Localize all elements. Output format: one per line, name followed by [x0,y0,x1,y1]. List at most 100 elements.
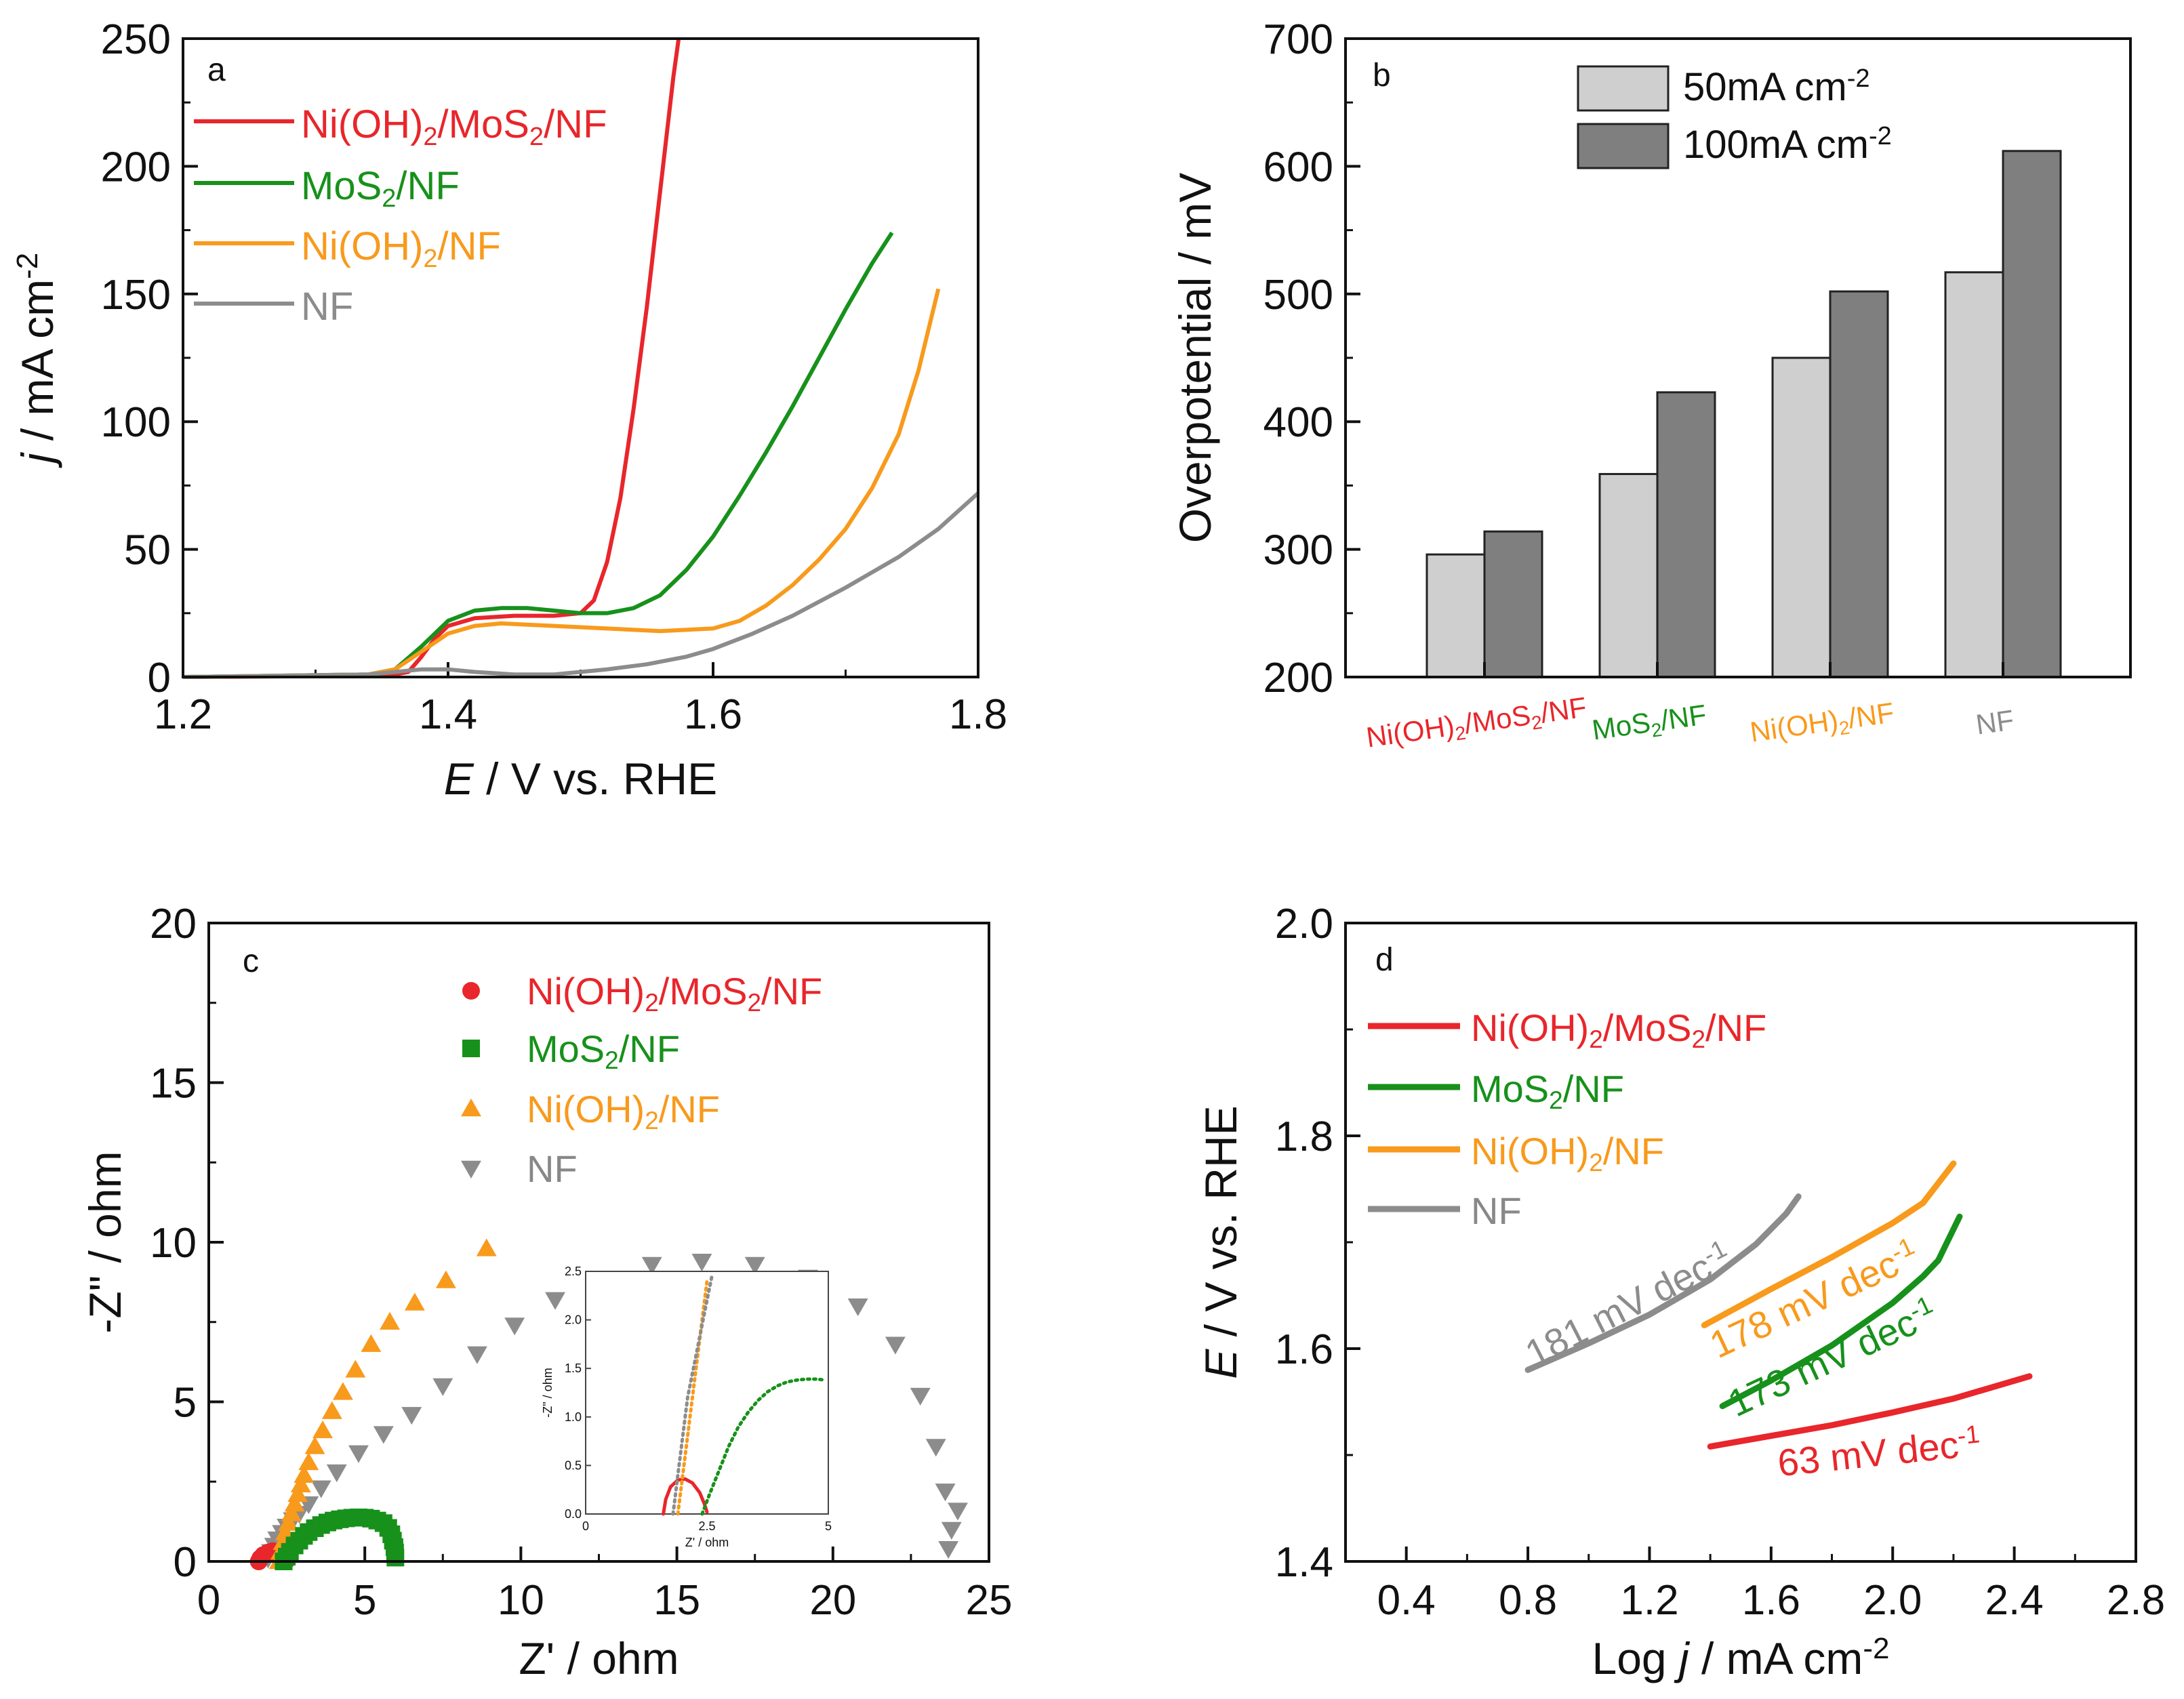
y-tick-label: 10 [150,1220,197,1267]
category-label-0: Ni(OH)2/MoS2/NF [1364,691,1590,757]
data-point-2 [304,1436,325,1454]
data-point-3 [310,1480,331,1498]
subscript: 2 [1838,717,1851,739]
y-tick-label: 50 [124,527,171,574]
data-point-3 [938,1540,959,1559]
legend-marker-0 [462,982,480,1000]
y-tick-label: 0 [174,1539,197,1586]
text-span: /NF [761,970,822,1012]
legend-marker-1 [462,1040,480,1057]
data-point-2 [476,1238,497,1256]
data-point-3 [935,1483,956,1502]
y-tick-label: 150 [101,272,171,319]
x-tick-label: 1.2 [154,691,212,738]
text-span: Ni(OH) [1748,704,1840,748]
legend-label-1: MoS2/NF [527,1027,680,1074]
data-point-2 [380,1311,400,1330]
text-span: /NF [1603,1130,1664,1172]
data-point-3 [504,1317,525,1336]
plot-frame [1344,922,2137,1563]
inset-y-tick-label: 2.5 [565,1265,582,1278]
text-span: NF [1974,703,2016,740]
data-point-2 [361,1334,382,1352]
inset-y-tick-label: 0.5 [565,1458,582,1472]
y-axis-label: Overpotential / mV [1170,173,1220,544]
data-point-1 [386,1549,405,1567]
legend-label-1: 100mA cm-2 [1683,122,1892,167]
text-span: /NF [438,224,501,268]
legend-label-1: MoS2/NF [301,164,460,213]
data-point-2 [290,1475,311,1493]
x-tick-label: 15 [653,1577,700,1624]
text-span: NF [527,1147,578,1190]
legend-swatch-1 [1577,123,1670,169]
y-tick-label: 5 [174,1380,197,1427]
x-tick-label: 0.4 [1377,1577,1436,1624]
legend-label-0: Ni(OH)2/MoS2/NF [1471,1006,1766,1053]
x-tick-label: 2.0 [1863,1577,1922,1624]
legend-label-3: NF [1471,1189,1522,1232]
superscript: -2 [1847,64,1870,93]
text-span: Ni(OH) [1471,1130,1589,1172]
plot-frame [182,37,979,678]
y-tick-label: 200 [101,144,171,190]
panel-label: d [1375,942,1394,978]
subscript: 2 [1530,712,1543,734]
category-label-1: MoS2/NF [1590,699,1709,750]
text-span: /NF [396,164,459,208]
subscript: 2 [529,123,544,151]
inset-x-tick-label: 0 [582,1519,589,1533]
y-axis-label: E / V vs. RHE [1196,1105,1246,1378]
text-span: / V vs. RHE [1196,1105,1246,1349]
text-span: Ni(OH) [301,102,423,146]
data-point-2 [435,1270,456,1288]
text-span: /NF [659,1088,720,1130]
text-span: MoS [301,164,382,208]
subscript: 2 [423,245,437,273]
superscript: -2 [1863,1632,1889,1665]
subscript: 2 [1549,1086,1563,1114]
text-span: NF [1471,1189,1522,1232]
italic-span: E [1196,1349,1246,1379]
y-tick-label: 250 [101,16,171,63]
superscript: -2 [1869,122,1892,150]
data-point-3 [925,1439,946,1457]
data-point-2 [275,1522,296,1540]
text-span: Ni(OH) [527,1088,645,1130]
data-point-2 [321,1401,342,1419]
y-tick-label: 0 [148,655,171,701]
bar-0-1 [1598,472,1659,678]
data-point-2 [345,1359,366,1378]
bar-1-3 [2002,150,2062,678]
panel-label: a [207,52,226,88]
text-span: /NF [1846,696,1897,734]
x-tick-label: 1.6 [1742,1577,1800,1624]
text-span: Ni(OH) [1364,710,1457,754]
y-tick-label: 500 [1263,272,1333,319]
text-span: MoS [1471,1067,1549,1110]
bar-1-2 [1829,290,1889,678]
inset-y-tick-label: 1.5 [565,1362,582,1375]
text-span: /NF [1659,699,1709,737]
y-axis-label: -Z" / ohm [80,1151,130,1333]
data-point-3 [691,1254,712,1272]
text-span: /NF [619,1027,680,1070]
data-point-2 [287,1484,308,1502]
plot-frame [207,922,990,1563]
legend-label-0: Ni(OH)2/MoS2/NF [301,102,607,151]
series-line-1 [1719,1213,1963,1410]
data-point-2 [298,1452,319,1471]
data-point-2 [284,1494,305,1512]
x-tick-label: 2.8 [2107,1577,2165,1624]
panel-label: b [1373,58,1391,94]
x-tick-label: 1.2 [1620,1577,1678,1624]
legend-label-3: NF [301,285,353,329]
inset-plot: 0 2.5 5 0.0 0.5 1.0 1.5 2.0 2.5 Z' / ohm -Z" / ohm [541,1265,832,1549]
bar-0-0 [1425,553,1486,678]
superscript: -1 [1956,1420,1981,1450]
subscript: 2 [1589,1025,1603,1053]
data-point-3 [466,1346,487,1364]
inset-series-3 [671,1274,714,1516]
text-span: /MoS [1462,699,1533,739]
